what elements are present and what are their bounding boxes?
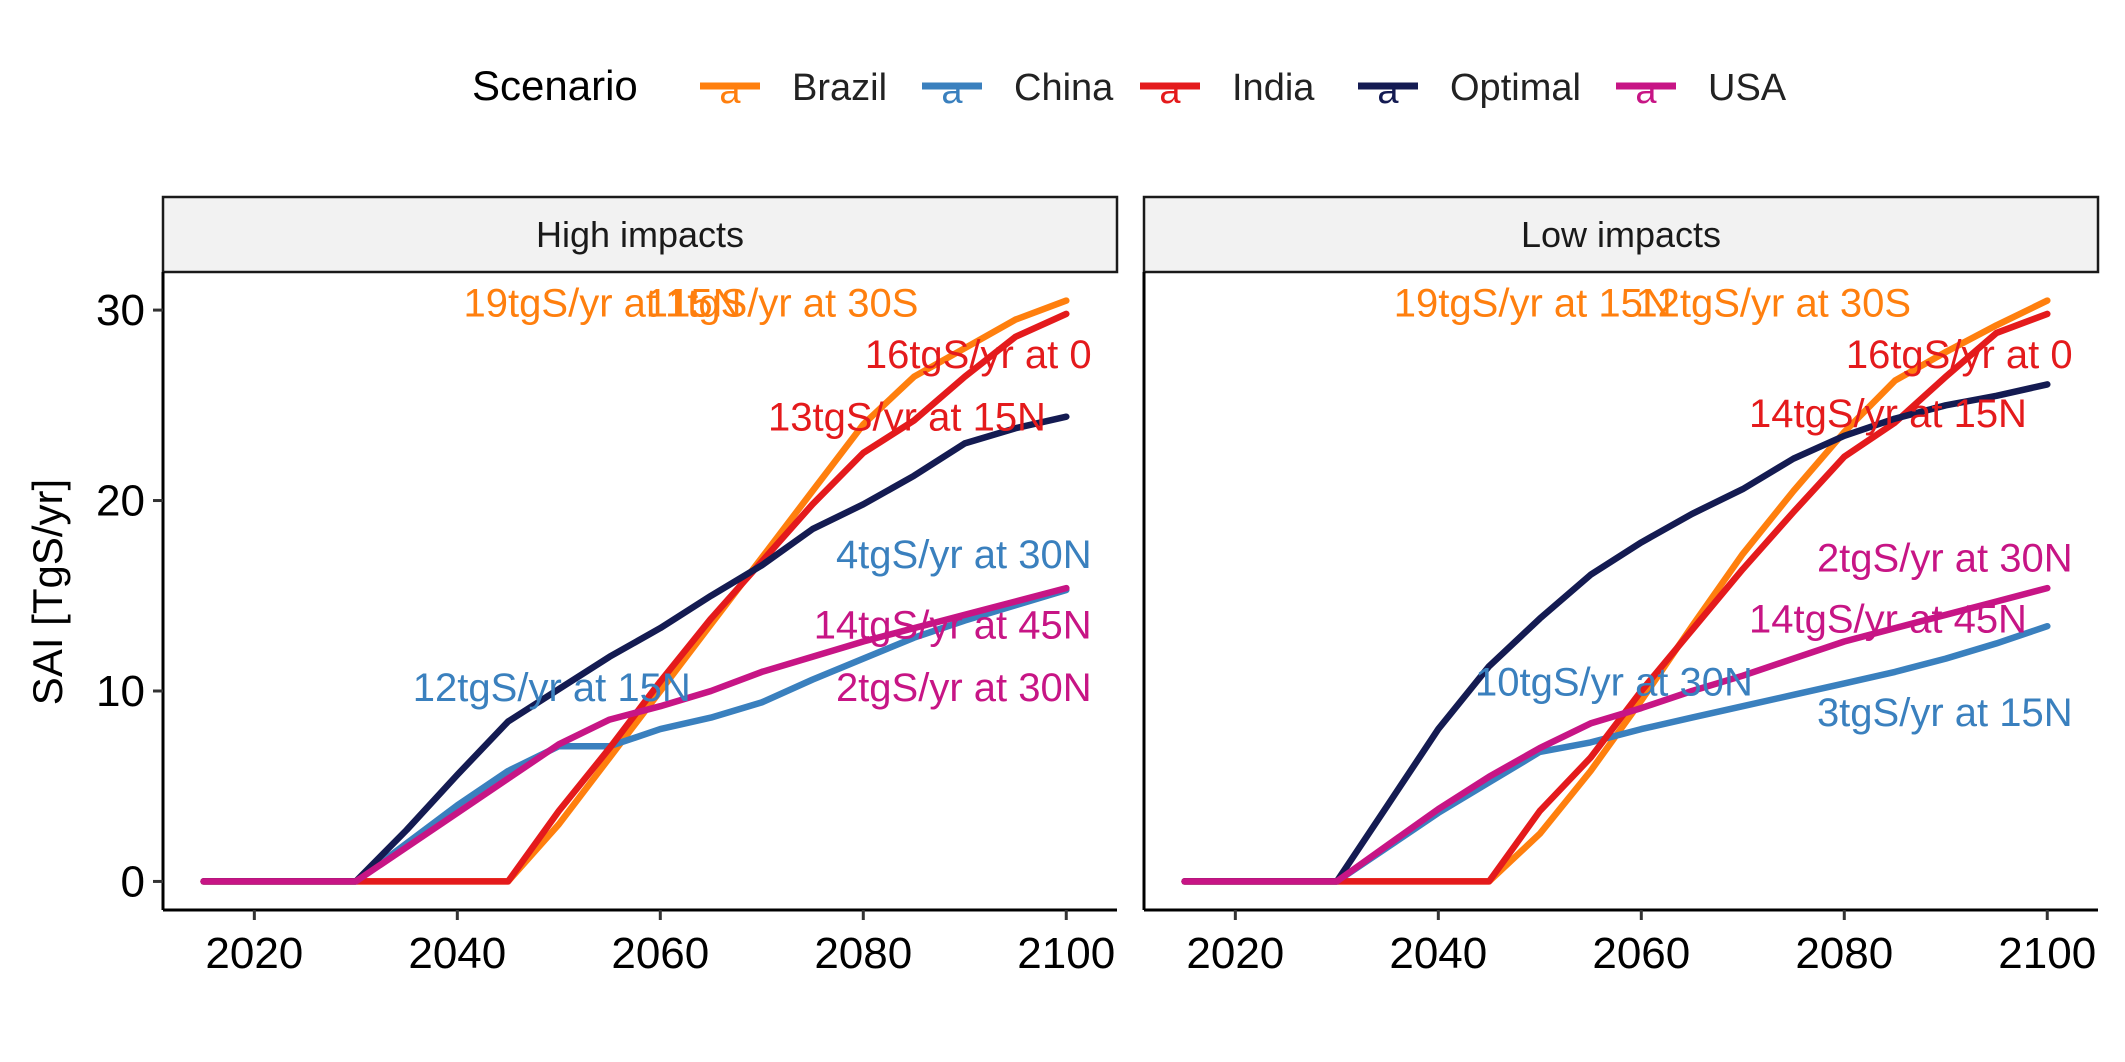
legend-item-india: a India	[1140, 67, 1315, 112]
y-tick-label: 20	[96, 477, 145, 526]
x-tick-label: 2020	[205, 929, 303, 978]
y-tick-label: 10	[96, 667, 145, 716]
x-tick-label: 2040	[1389, 929, 1487, 978]
annotation-label: 19tgS/yr at 15N	[464, 281, 742, 325]
legend-item-brazil: a Brazil	[700, 67, 887, 112]
legend-title: Scenario	[472, 62, 638, 109]
annotation-label: 12tgS/yr at 15N	[413, 666, 691, 710]
facet-strip	[1142, 195, 2100, 274]
series-line-china	[200, 586, 1070, 885]
series-line-optimal	[1181, 381, 2051, 885]
legend-label: Optimal	[1450, 67, 1581, 109]
x-tick-label: 2080	[814, 929, 912, 978]
annotation-label: 16tgS/yr at 0	[1846, 333, 2073, 377]
legend-item-usa: a USA	[1616, 67, 1787, 112]
annotation-label: 14tgS/yr at 15N	[1749, 392, 2027, 436]
facet-strip-label: High impacts	[536, 214, 744, 255]
panel-low-impacts: Low impacts 2020 2040 2060 2080 2100 19tgS/yr …	[1142, 195, 2100, 978]
annotation-label: 14tgS/yr at 45N	[814, 603, 1092, 647]
x-tick-label: 2060	[611, 929, 709, 978]
series-line-optimal	[200, 413, 1070, 885]
x-tick-label: 2040	[408, 929, 506, 978]
y-tick-label: 0	[121, 857, 145, 906]
series-line-india	[1181, 310, 2051, 885]
annotation-label: 11tgS/yr at 30S	[646, 281, 919, 325]
annotation-label: 2tgS/yr at 30N	[836, 666, 1092, 710]
x-tick-label: 2060	[1592, 929, 1690, 978]
facet-panels: High impacts 2020 2040 2060 2080 2100 0 10 20 30 1…	[96, 195, 2100, 978]
x-tick-label: 2020	[1186, 929, 1284, 978]
x-tick-label: 2080	[1795, 929, 1893, 978]
series-line-usa	[1181, 584, 2051, 885]
legend-item-china: a China	[922, 67, 1114, 112]
annotation-label: 4tgS/yr at 30N	[836, 533, 1092, 577]
legend-items: a Brazil a China a India a Optimal a USA	[700, 67, 1787, 112]
x-tick-label: 2100	[1998, 929, 2096, 978]
legend-key-glyph: a	[1377, 70, 1399, 112]
legend-key-glyph: a	[1635, 70, 1657, 112]
series-line-usa	[200, 584, 1070, 885]
annotation-label: 13tgS/yr at 15N	[768, 396, 1046, 440]
legend-key-glyph: a	[941, 70, 963, 112]
facet-strip-label: Low impacts	[1521, 214, 1721, 255]
panel-high-impacts: High impacts 2020 2040 2060 2080 2100 0 10 20 30 1…	[96, 195, 1119, 978]
legend-label: India	[1232, 67, 1315, 109]
annotation-label: 19tgS/yr at 15N	[1394, 281, 1672, 325]
x-tick-label: 2100	[1017, 929, 1115, 978]
legend-label: Brazil	[792, 67, 887, 109]
legend: Scenario a Brazil a China a India a Optimal a USA	[472, 62, 1787, 112]
facet-strip	[161, 195, 1119, 274]
legend-label: China	[1014, 67, 1114, 109]
annotation-label: 2tgS/yr at 30N	[1817, 537, 2073, 581]
legend-key-glyph: a	[1159, 70, 1181, 112]
annotation-label: 10tgS/yr at 30N	[1475, 660, 1753, 704]
annotation-label: 14tgS/yr at 45N	[1749, 598, 2027, 642]
annotation-label: 3tgS/yr at 15N	[1817, 691, 2073, 735]
series-line-india	[200, 310, 1070, 885]
annotation-label: 16tgS/yr at 0	[865, 333, 1092, 377]
y-tick-label: 30	[96, 286, 145, 335]
y-axis-label: SAI [TgS/yr]	[24, 479, 71, 705]
legend-label: USA	[1708, 67, 1787, 109]
annotation-label: 12tgS/yr at 30S	[1635, 281, 1911, 325]
legend-key-glyph: a	[719, 70, 741, 112]
legend-item-optimal: a Optimal	[1358, 67, 1581, 112]
